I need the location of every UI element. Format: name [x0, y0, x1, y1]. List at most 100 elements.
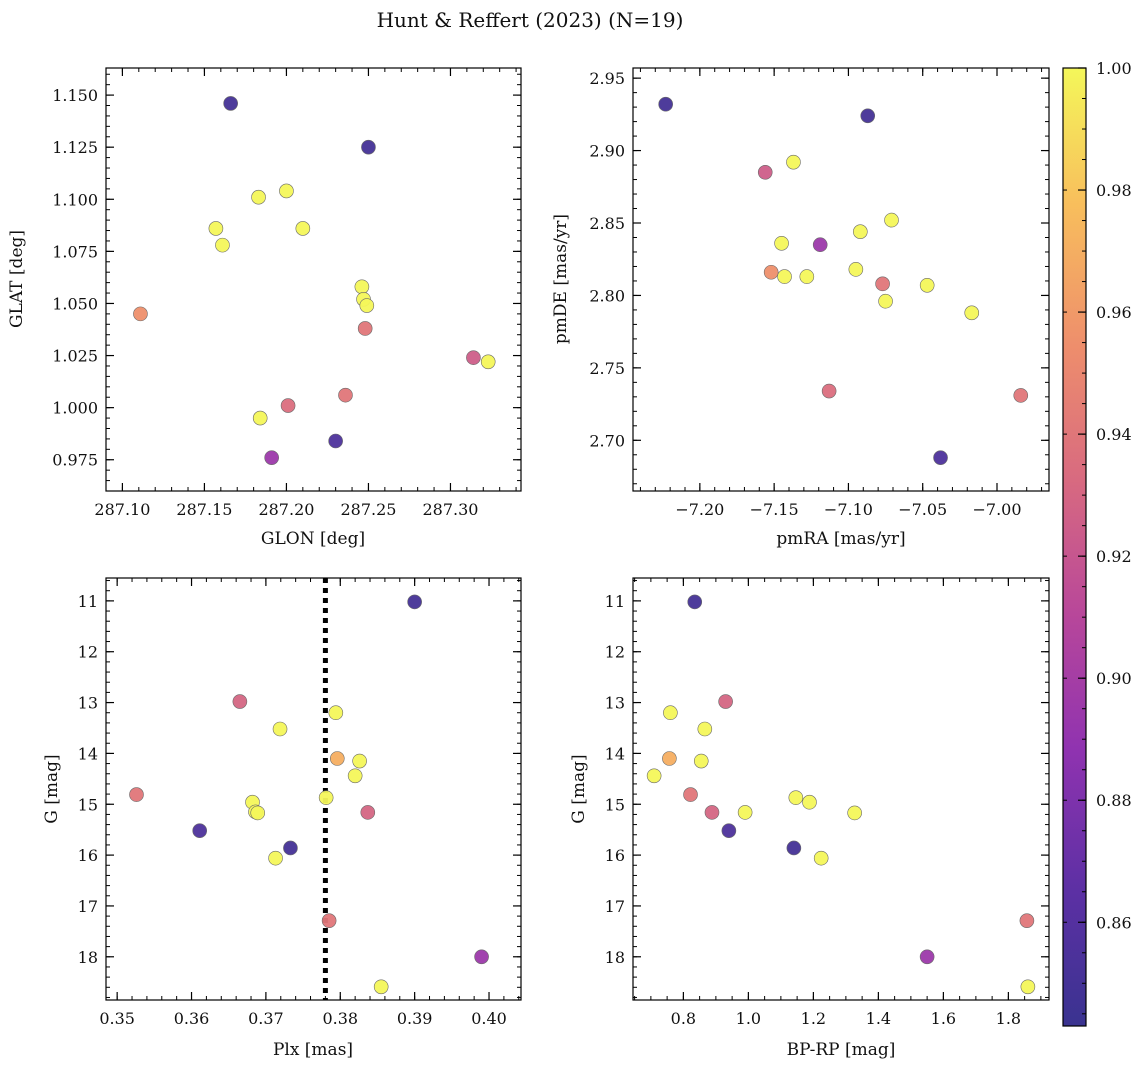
point-glon-glat-3: [279, 183, 294, 199]
y-tick-label-plx-g: 12: [78, 643, 98, 662]
point-pm-11: [799, 269, 815, 284]
x-tick-label-glon-glat: 287.15: [176, 500, 232, 519]
point-bprp-g-1: [718, 694, 733, 709]
colorbar-tick-label: 1.00: [1096, 59, 1132, 78]
point-bprp-g-5: [693, 753, 709, 769]
x-axis-label-pmra: pmRA [mas/yr]: [776, 529, 905, 549]
point-glon-glat-11: [357, 321, 373, 336]
point-pm-14: [878, 293, 893, 309]
y-tick-label-pm: 2.85: [589, 214, 625, 233]
x-tick-label-bprp-g: 0.8: [671, 1009, 696, 1028]
y-tick-label-glon-glat: 1.125: [52, 138, 98, 157]
point-plx-g-0: [407, 594, 422, 610]
point-glon-glat-6: [215, 237, 230, 253]
colorbar-gradient: [1062, 67, 1087, 1027]
y-tick-label-plx-g: 16: [78, 846, 98, 865]
x-tick-label-pm: −7.00: [972, 500, 1021, 519]
point-pm-10: [777, 269, 792, 284]
point-pm-5: [853, 224, 868, 239]
panel-plx-g: 0.35 0.36 0.37 0.38 0.39 0.40 11 12 13 14 15 16 17 18…: [42, 577, 522, 1060]
point-bprp-g-8: [788, 790, 804, 805]
plot-area-glon-glat: 287.10 287.15 287.20 287.25 287.30 0.975 1.000…: [52, 67, 522, 519]
y-tick-label-bprp-g: 14: [605, 744, 625, 763]
y-tick-label-glon-glat: 0.975: [52, 451, 98, 470]
point-plx-g-4: [329, 751, 345, 766]
point-plx-g-8: [318, 790, 334, 805]
point-pm-1: [860, 108, 876, 124]
plot-area-bprp-g: 0.8 1.0 1.2 1.4 1.6 1.8 11 12 13 14 15 16 17 18: [605, 577, 1050, 1028]
axes-frame-plx-g: [105, 577, 522, 1001]
y-tick-label-bprp-g: 13: [605, 694, 625, 713]
point-pm-2: [786, 154, 801, 170]
colorbar-tick-label: 0.90: [1096, 669, 1132, 688]
y-tick-label-pm: 2.95: [589, 69, 625, 88]
point-pm-6: [774, 235, 789, 251]
point-bprp-g-4: [662, 751, 677, 766]
point-glon-glat-14: [338, 387, 353, 403]
point-bprp-g-17: [919, 949, 935, 965]
y-tick-label-pm: 2.90: [589, 142, 625, 161]
y-tick-label-bprp-g: 16: [605, 846, 625, 865]
point-pm-7: [812, 237, 828, 253]
y-tick-label-glon-glat: 1.075: [52, 242, 98, 261]
plot-area-pm: −7.20 −7.15 −7.10 −7.05 −7.00 2.70 2.75 2.80 2.8…: [589, 67, 1050, 519]
point-bprp-g-2: [663, 705, 678, 721]
x-tick-label-glon-glat: 287.20: [258, 500, 314, 519]
point-pm-3: [757, 165, 773, 180]
point-plx-g-5: [352, 753, 367, 769]
x-tick-label-pm: −7.15: [750, 500, 799, 519]
point-glon-glat-16: [252, 410, 268, 426]
point-plx-g-7: [129, 787, 144, 802]
y-tick-label-glon-glat: 1.025: [52, 347, 98, 366]
point-pm-16: [821, 383, 837, 399]
x-tick-label-plx-g: 0.39: [397, 1009, 433, 1028]
y-tick-label-glon-glat: 1.150: [52, 86, 98, 105]
point-pm-18: [933, 450, 948, 465]
point-bprp-g-15: [813, 850, 829, 866]
y-axis-label-pmde: pmDE [mas/yr]: [551, 214, 571, 344]
point-glon-glat-7: [354, 279, 370, 295]
point-pm-0: [658, 96, 673, 112]
x-tick-label-bprp-g: 1.0: [736, 1009, 761, 1028]
x-tick-label-glon-glat: 287.30: [422, 500, 478, 519]
point-glon-glat-1: [361, 139, 376, 155]
point-glon-glat-10: [133, 306, 148, 322]
colorbar: 0.86 0.88 0.90 0.92 0.94 0.96 0.98 1.00: [1062, 59, 1132, 1027]
x-tick-label-bprp-g: 1.4: [866, 1009, 891, 1028]
point-glon-glat-5: [295, 221, 311, 236]
colorbar-tick-label: 0.88: [1096, 791, 1132, 810]
figure-title: Hunt & Reffert (2023) (N=19): [377, 8, 684, 32]
x-tick-label-bprp-g: 1.2: [801, 1009, 826, 1028]
point-pm-15: [964, 305, 980, 321]
point-bprp-g-10: [737, 805, 753, 820]
y-axis-label-glat: GLAT [deg]: [7, 230, 27, 328]
y-tick-label-bprp-g: 15: [605, 795, 625, 814]
point-glon-glat-13: [480, 354, 496, 370]
point-bprp-g-13: [721, 823, 737, 838]
y-tick-label-plx-g: 18: [78, 948, 98, 967]
point-pm-4: [884, 212, 899, 228]
point-plx-g-18: [373, 979, 389, 995]
x-tick-label-pm: −7.20: [675, 500, 724, 519]
x-tick-label-pm: −7.10: [824, 500, 873, 519]
point-glon-glat-4: [208, 221, 224, 236]
point-plx-g-12: [360, 805, 376, 820]
axes-frame-bprp-g: [632, 577, 1050, 1001]
point-bprp-g-3: [697, 721, 713, 737]
point-bprp-g-16: [1019, 913, 1035, 928]
point-pm-12: [875, 276, 890, 292]
point-glon-glat-2: [251, 189, 266, 205]
y-tick-label-plx-g: 15: [78, 795, 98, 814]
point-pm-13: [919, 277, 935, 293]
y-tick-label-bprp-g: 17: [605, 897, 625, 916]
point-plx-g-17: [474, 949, 489, 965]
y-tick-label-plx-g: 17: [78, 897, 98, 916]
point-plx-g-16: [321, 913, 337, 928]
point-plx-g-15: [268, 850, 283, 866]
axes-frame-pm: [632, 67, 1050, 492]
point-plx-g-2: [328, 705, 344, 721]
y-tick-label-bprp-g: 11: [605, 592, 625, 611]
point-bprp-g-12: [704, 805, 720, 820]
point-plx-g-3: [272, 721, 288, 737]
